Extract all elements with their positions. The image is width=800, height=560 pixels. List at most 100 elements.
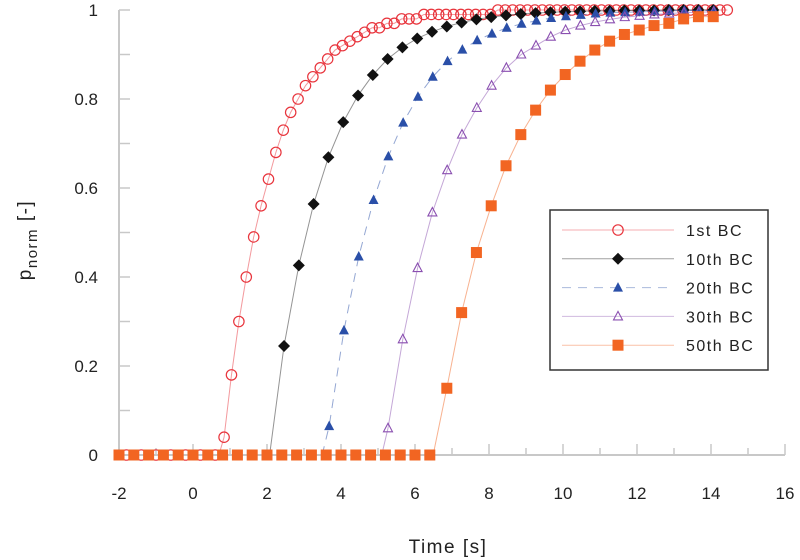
data-point: [604, 13, 616, 24]
x-tick-label: -2: [111, 484, 126, 503]
data-point: [618, 28, 630, 40]
data-point: [217, 449, 229, 461]
data-point: [368, 194, 379, 205]
data-point: [292, 93, 304, 105]
data-point: [366, 21, 378, 34]
y-axis-label: pnorm [-]: [15, 200, 41, 280]
data-point: [426, 25, 439, 38]
x-tick-label: 16: [776, 484, 795, 503]
y-tick-label: 0.4: [74, 268, 98, 287]
series-line: [321, 9, 714, 456]
data-point: [605, 7, 616, 17]
data-point: [506, 4, 519, 16]
svg-text:pnorm [-]: pnorm [-]: [15, 200, 41, 280]
data-point: [663, 17, 675, 29]
data-point: [514, 8, 527, 21]
data-point: [462, 8, 475, 21]
legend-marker-icon: [612, 310, 624, 321]
x-tick-label: 10: [554, 484, 573, 503]
data-point: [231, 449, 243, 461]
data-point: [500, 61, 512, 72]
data-point: [721, 4, 734, 16]
legend-label: 50th BC: [686, 338, 754, 355]
axes: [118, 9, 786, 456]
x-tick-label: 8: [484, 484, 493, 503]
data-point: [262, 173, 275, 185]
legend-box: [549, 209, 769, 371]
data-point: [398, 117, 409, 127]
data-point: [394, 449, 406, 461]
data-point: [707, 11, 719, 23]
data-point: [307, 198, 320, 211]
data-point: [456, 307, 468, 319]
y-label-unit: [-]: [15, 200, 36, 228]
x-tick-label: 0: [188, 484, 197, 503]
data-point: [412, 91, 423, 101]
data-point: [276, 449, 288, 461]
data-point: [486, 79, 498, 90]
data-point: [545, 30, 557, 41]
data-point: [425, 8, 438, 21]
x-tick-label: 6: [410, 484, 419, 503]
y-label-main: p: [15, 268, 36, 280]
legend-label: 30th BC: [686, 309, 754, 326]
data-point: [383, 150, 394, 161]
data-point: [395, 13, 408, 25]
data-point: [187, 449, 199, 461]
data-point: [409, 449, 421, 461]
data-point: [172, 449, 184, 461]
legend: 1st BC 10th BC 20th BC 30th BC 50th BC: [549, 209, 769, 371]
data-point: [247, 231, 260, 243]
x-tick-label: 4: [336, 484, 345, 503]
data-point: [292, 259, 305, 272]
series-30th-bc: [381, 5, 720, 456]
data-point: [397, 333, 409, 344]
data-point: [353, 251, 364, 261]
data-point: [648, 20, 660, 32]
legend-item: 20th BC: [562, 281, 753, 298]
y-tick-label: 0.8: [74, 90, 98, 109]
data-point: [442, 55, 453, 66]
data-point: [299, 79, 312, 92]
data-point: [515, 48, 527, 59]
data-point: [270, 146, 282, 159]
data-point: [544, 6, 557, 19]
data-point: [559, 5, 572, 18]
y-label-sub: norm: [24, 228, 41, 268]
data-point: [441, 382, 453, 394]
series-50th-bc: [113, 11, 719, 461]
legend-label: 10th BC: [686, 252, 754, 269]
legend-item: 30th BC: [562, 309, 754, 326]
data-point: [486, 28, 497, 38]
data-point: [307, 70, 319, 83]
data-point: [546, 12, 557, 23]
data-point: [456, 128, 468, 139]
y-tick-label: 1: [89, 1, 98, 20]
data-point: [472, 34, 483, 45]
data-point: [531, 15, 542, 25]
data-point: [634, 9, 646, 20]
data-point: [470, 13, 483, 26]
data-point: [337, 116, 350, 129]
data-point: [321, 53, 334, 65]
data-point: [382, 422, 394, 433]
x-axis-label: Time [s]: [409, 537, 488, 558]
data-point: [440, 20, 453, 33]
data-point: [589, 15, 601, 27]
data-point: [225, 369, 238, 381]
data-point: [113, 449, 125, 461]
data-point: [678, 13, 690, 25]
legend-marker-icon: [612, 224, 624, 236]
data-point: [261, 449, 273, 461]
y-tick-label: 0.6: [74, 179, 98, 198]
legend-marker-icon: [612, 339, 624, 351]
data-point: [403, 13, 415, 25]
data-point: [352, 89, 365, 102]
data-point: [128, 449, 140, 461]
data-point: [544, 84, 556, 96]
data-point: [202, 449, 214, 461]
data-point: [455, 16, 468, 29]
legend-marker-icon: [612, 252, 624, 265]
data-point: [559, 69, 571, 81]
data-point: [240, 271, 253, 283]
